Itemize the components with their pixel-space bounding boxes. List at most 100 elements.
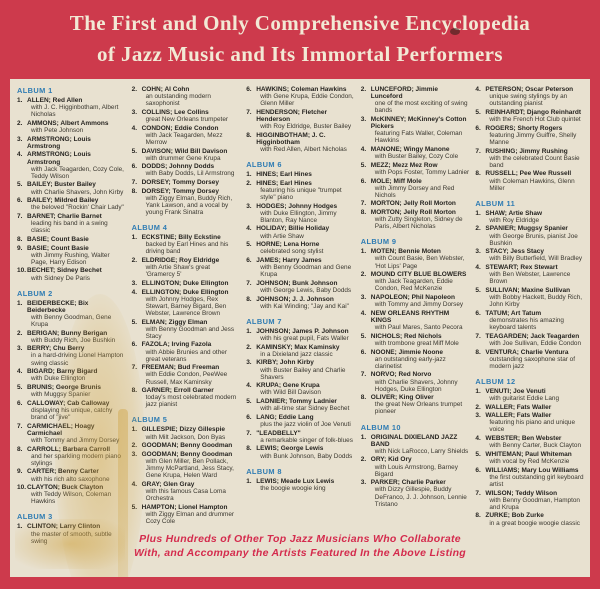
- entry-description: featuring his piano and unique voice: [489, 419, 576, 434]
- entry-artist-name: NORVO; Red Norvo: [370, 371, 432, 379]
- artist-entry-head: 7. HENDERSON; Fletcher Henderson: [246, 109, 355, 123]
- artist-entry: 2. AMMONS; Albert Ammons with Pete Johnson: [17, 120, 126, 134]
- entry-artist-name: KRUPA; Gene Krupa: [256, 382, 320, 390]
- entry-number: 6.: [17, 197, 23, 205]
- entry-number: 4.: [475, 435, 481, 443]
- artist-entry-head: 8. VENTURA; Charlie Ventura: [475, 349, 584, 356]
- listing-column: 2. LUNCEFORD; Jimmie Lunceford one of the …: [359, 86, 474, 509]
- entry-artist-name: MOTEN; Bennie Moten: [370, 248, 441, 256]
- entry-artist-name: SULLIVAN; Maxine Sullivan: [485, 287, 571, 294]
- entry-artist-name: BAILEY; Buster Bailey: [27, 181, 96, 189]
- entry-artist-name: ORIGINAL DIXIELAND JAZZ BAND: [370, 433, 458, 448]
- artist-entry: 7. "LEADBELLY" a remarkable singer of folk…: [246, 430, 355, 444]
- entry-description: with Jimmy Rushing, Walter Page, Harry E…: [31, 251, 110, 266]
- entry-artist-name: KAMINSKY; Max Kaminsky: [256, 343, 340, 351]
- artist-entry-head: 4. GRAY; Glen Gray: [132, 481, 241, 488]
- entry-number: 2.: [360, 271, 367, 279]
- artist-entry-head: 8. RUSSELL; Pee Wee Russell: [475, 170, 584, 177]
- album-header: ALBUM 7: [246, 316, 282, 326]
- listing-columns: ALBUM 1 1. ALLEN; Red Allen with J. C. Higg…: [10, 79, 590, 546]
- artist-entry: 3. KIRBY; John Kirby with Buster Bailey an…: [246, 359, 355, 380]
- entry-number: 4.: [360, 309, 367, 317]
- artist-entry: 3. McKINNEY; McKinney's Cotton Pickers fea…: [361, 116, 470, 144]
- entry-number: 2.: [17, 119, 23, 127]
- entry-number: 6.: [360, 177, 367, 185]
- entry-description: displaying his unique, catchy brand of "…: [31, 406, 113, 421]
- artist-entry: 4. HOLIDAY; Billie Holiday with Artie Shaw: [246, 225, 355, 239]
- artist-entry-head: 6. WILLIAMS; Mary Lou Williams: [475, 467, 584, 474]
- entry-artist-name: ECKSTINE; Billy Eckstine: [141, 234, 221, 242]
- entry-number: 2.: [360, 456, 367, 464]
- entry-number: 4.: [131, 480, 138, 488]
- entry-artist-name: CARTER; Benny Carter: [27, 468, 99, 476]
- entry-artist-name: HOLIDAY; Billie Holiday: [256, 225, 330, 233]
- artist-entry: 6. WILLIAMS; Mary Lou Williams the first o…: [475, 467, 584, 488]
- entry-artist-name: DORSEY; Tommy Dorsey: [141, 187, 220, 195]
- entry-artist-name: REINHARDT; Django Reinhardt: [485, 108, 582, 116]
- entry-description: in a Dixieland jazz classic: [260, 350, 333, 358]
- artist-entry: 5. REINHARDT; Django Reinhardt with the Fr…: [475, 109, 584, 123]
- entry-number: 3.: [475, 248, 481, 256]
- artist-entry-head: 1. ECKSTINE; Billy Eckstine: [132, 234, 241, 241]
- artist-entry-head: 2. BERIGAN; Bunny Berigan: [17, 330, 126, 337]
- entry-artist-name: TATUM; Art Tatum: [485, 309, 542, 317]
- entry-artist-name: ELMAN; Ziggy Elman: [141, 318, 208, 326]
- entry-number: 3.: [246, 359, 252, 367]
- artist-entry-head: 4. NEW ORLEANS RHYTHM KINGS: [361, 310, 470, 324]
- entry-description: with Charlie Shavers, John Kirby: [31, 188, 124, 196]
- listing-panel: ALBUM 1 1. ALLEN; Red Allen with J. C. Higg…: [10, 79, 590, 577]
- artist-entry-head: 4. KRUPA; Gene Krupa: [246, 382, 355, 389]
- entry-description: with Abbie Brunies and other great veter…: [145, 348, 227, 363]
- entry-description: with Pete Johnson: [31, 126, 84, 134]
- entry-number: 4.: [17, 368, 23, 376]
- entry-number: 8.: [131, 187, 138, 195]
- entry-description: an outstanding early-jazz clarinetist: [374, 355, 446, 370]
- artist-entry: 2. COHN; Al Cohn an outstanding modern sax…: [132, 86, 241, 107]
- artist-entry: 5. LADNIER; Tommy Ladnier with all-time st…: [246, 398, 355, 412]
- artist-entry-head: 3. McKINNEY; McKinney's Cotton Pickers: [361, 116, 470, 130]
- entry-description: with Benny Goodman, Gene Krupa: [31, 313, 112, 328]
- artist-entry: 7. JOHNSON; Bunk Johnson with George Lewis…: [246, 280, 355, 294]
- entry-number: 5.: [475, 450, 481, 458]
- entry-artist-name: WHITEMAN; Paul Whiteman: [485, 450, 572, 458]
- artist-entry: 7. FREEMAN; Bud Freeman with Eddie Condon,…: [132, 364, 241, 385]
- entry-description: with Eddie Condon, PeeWee Russell, Max K…: [145, 371, 228, 386]
- entry-description: with Tommy and Jimmy Dorsey: [374, 301, 464, 309]
- entry-description: today's most celebrated modern jazz pian…: [145, 394, 237, 409]
- entry-number: 5.: [17, 181, 23, 189]
- entry-number: 6.: [475, 466, 481, 474]
- artist-entry: 8. MORTON; Jelly Roll Morton with Zutty Si…: [361, 209, 470, 230]
- artist-entry-head: 10. BECHET; Sidney Bechet: [17, 267, 126, 274]
- artist-entry-head: 7. FREEMAN; Bud Freeman: [132, 364, 241, 371]
- artist-entry-head: 3. ELLINGTON; Duke Ellington: [132, 280, 241, 287]
- artist-entry: 8. JOHNSON; J. J. Johnson with Kai Winding…: [246, 296, 355, 310]
- entry-number: 7.: [246, 429, 252, 437]
- entry-description: with Duke Ellington: [31, 375, 86, 383]
- entry-artist-name: WALLER; Fats Waller: [485, 412, 552, 420]
- entry-number: 7.: [17, 212, 23, 220]
- entry-number: 1.: [360, 248, 367, 256]
- artist-entry: 1. BEIDERBECKE; Bix Beiderbecke with Benny…: [17, 300, 126, 328]
- artist-entry: 4. NEW ORLEANS RHYTHM KINGS with Paul Mare…: [361, 310, 470, 331]
- entry-description: featuring his unique "trumpet style" pia…: [260, 186, 342, 201]
- artist-entry: 2. MOUND CITY BLUE BLOWERS with Jack Teaga…: [361, 271, 470, 292]
- artist-entry-head: 6. DODDS; Johnny Dodds: [132, 163, 241, 170]
- entry-number: 5.: [131, 147, 138, 155]
- artist-entry: 6. JAMES; Harry James with Benny Goodman a…: [246, 257, 355, 278]
- artist-entry-head: 4. MANONE; Wingy Manone: [361, 146, 470, 153]
- artist-entry: 3. ELLINGTON; Duke Ellington: [132, 280, 241, 287]
- entry-artist-name: BRUNIS; George Brunis: [27, 384, 102, 391]
- artist-entry-head: 3. NAPOLEON; Phil Napoleon: [361, 294, 470, 301]
- entry-number: 1.: [475, 387, 481, 395]
- entry-number: 1.: [475, 209, 481, 217]
- entry-artist-name: LANG; Eddie Lang: [256, 413, 314, 421]
- album-header: ALBUM 3: [17, 512, 53, 522]
- entry-number: 8.: [475, 348, 481, 356]
- artist-entry-head: 8. MORTON; Jelly Roll Morton: [361, 209, 470, 216]
- artist-entry-head: 5. NICHOLS; Red Nichols: [361, 333, 470, 340]
- footer-line2: With, and Accompany the Artists Featured…: [133, 546, 467, 559]
- entry-number: 6.: [360, 348, 367, 356]
- entry-artist-name: ZURKE; Bob Zurke: [485, 512, 544, 520]
- artist-entry-head: 1. ORIGINAL DIXIELAND JAZZ BAND: [361, 434, 470, 448]
